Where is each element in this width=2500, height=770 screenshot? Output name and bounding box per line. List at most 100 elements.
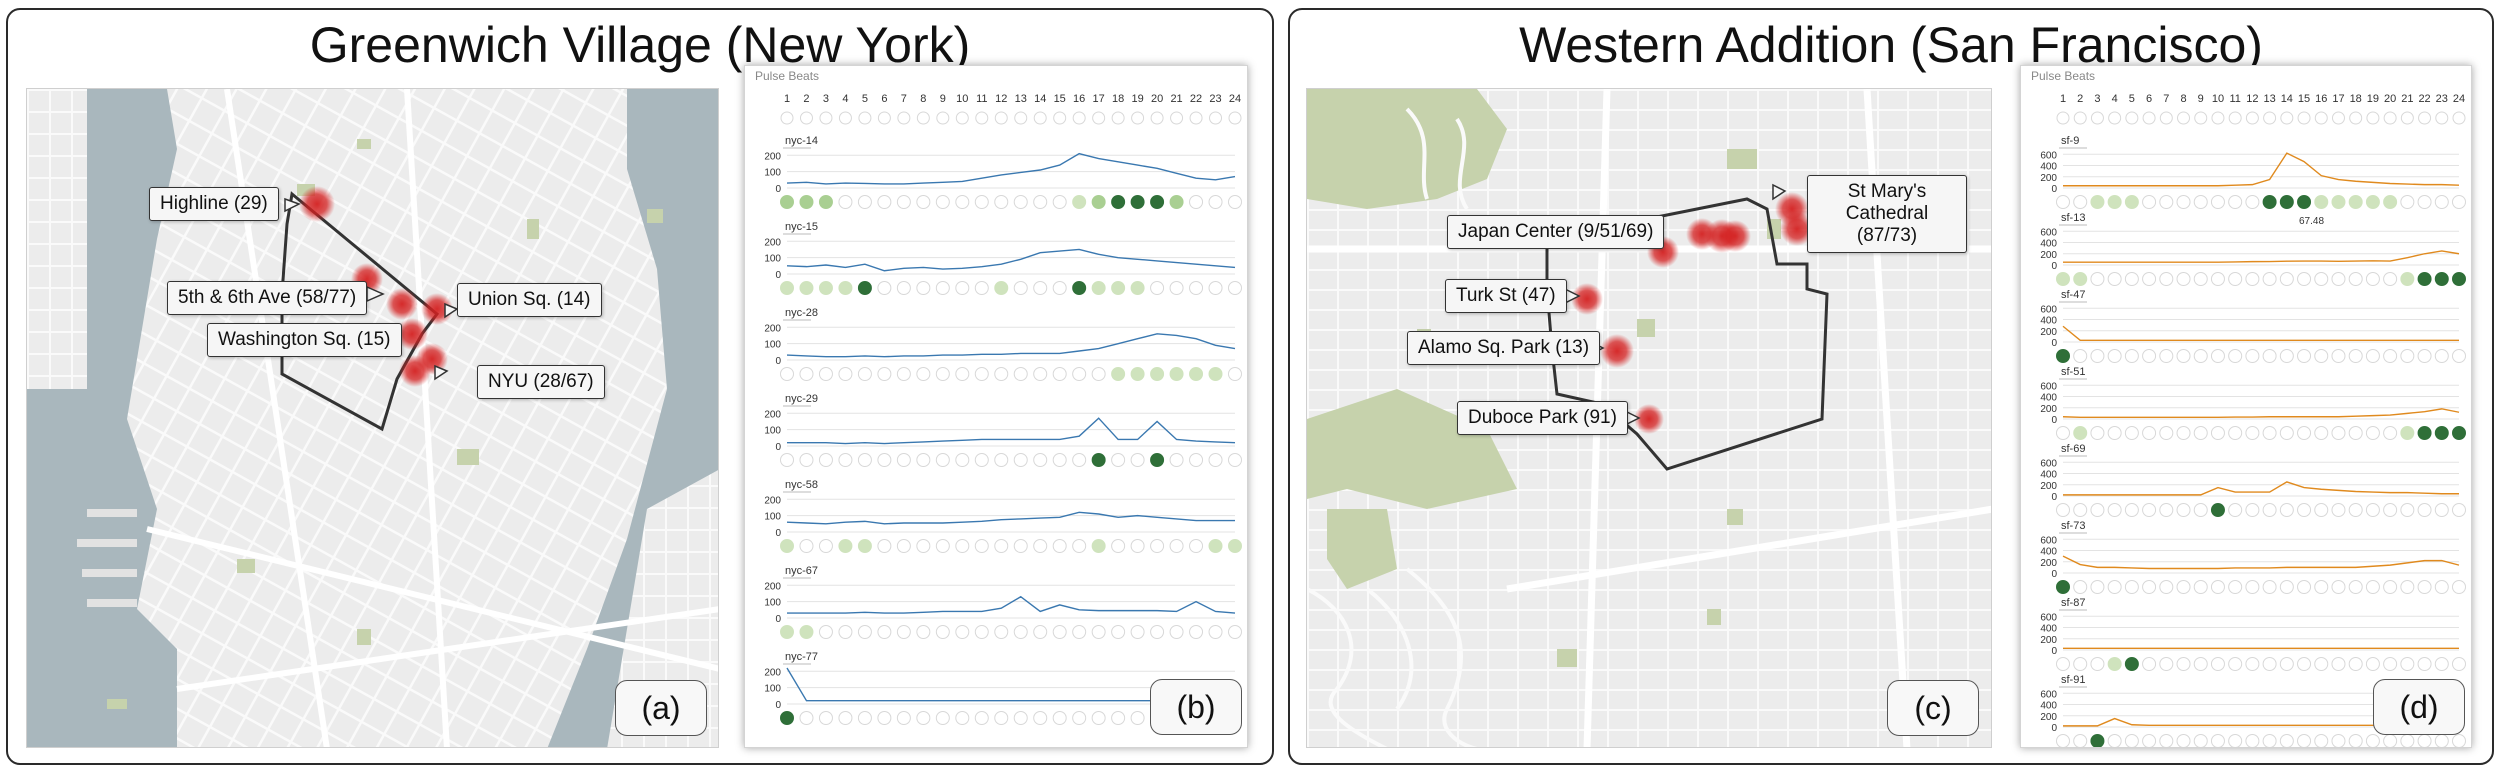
hour-activity-circle bbox=[2348, 195, 2363, 209]
hour-activity-circle bbox=[1091, 711, 1106, 725]
hour-activity-circle bbox=[2056, 734, 2070, 747]
hour-activity-circle bbox=[2210, 426, 2225, 440]
hour-activity-circle bbox=[994, 625, 1009, 639]
hour-activity-circle bbox=[2400, 195, 2415, 209]
hour-activity-circle bbox=[780, 281, 794, 295]
hour-tick-label: 3 bbox=[2094, 93, 2100, 105]
hour-tick-label: 21 bbox=[1170, 93, 1182, 105]
hour-activity-circle bbox=[974, 453, 989, 467]
y-tick-label: 0 bbox=[775, 356, 781, 367]
hour-tick-label: 9 bbox=[2198, 93, 2204, 105]
series-name: nyc-14 bbox=[785, 135, 818, 147]
hour-activity-circle bbox=[2193, 426, 2208, 440]
hour-activity-circle bbox=[2193, 734, 2208, 747]
hour-activity-circle bbox=[877, 367, 892, 381]
hour-activity-circle bbox=[2383, 580, 2398, 594]
hour-activity-circle bbox=[2056, 657, 2070, 671]
hour-activity-circle bbox=[2297, 657, 2312, 671]
hour-activity-circle bbox=[1111, 195, 1126, 209]
hour-activity-circle bbox=[2210, 349, 2225, 363]
hour-activity-circle bbox=[2124, 657, 2139, 671]
callout-duboce-park[interactable]: Duboce Park (91) bbox=[1457, 401, 1628, 435]
hour-activity-circle bbox=[818, 539, 833, 553]
y-tick-label: 0 bbox=[775, 442, 781, 453]
hour-activity-circle bbox=[780, 539, 794, 553]
callout-alamo-sq-park[interactable]: Alamo Sq. Park (13) bbox=[1407, 331, 1601, 365]
hour-activity-circle bbox=[877, 453, 892, 467]
hour-activity-circle bbox=[974, 539, 989, 553]
callout-turk-st[interactable]: Turk St (47) bbox=[1445, 279, 1567, 313]
callout-5th-6th-ave[interactable]: 5th & 6th Ave (58/77) bbox=[167, 281, 368, 315]
hour-activity-circle bbox=[818, 625, 833, 639]
hour-activity-circle bbox=[1208, 281, 1223, 295]
hour-activity-circle bbox=[2417, 580, 2432, 594]
hour-activity-circle bbox=[838, 625, 853, 639]
hour-tick-label: 6 bbox=[881, 93, 887, 105]
hour-activity-circle bbox=[780, 711, 794, 725]
hour-circle bbox=[955, 111, 969, 125]
hour-tick-label: 13 bbox=[2263, 93, 2275, 105]
map-nyc[interactable]: Highline (29) 5th & 6th Ave (58/77) Unio… bbox=[26, 88, 719, 748]
hour-activity-circle bbox=[2090, 349, 2105, 363]
callout-nyu[interactable]: NYU (28/67) bbox=[477, 365, 605, 399]
callout-washington-sq[interactable]: Washington Sq. (15) bbox=[207, 323, 402, 357]
hour-activity-circle bbox=[2056, 503, 2070, 517]
hour-activity-circle bbox=[1150, 195, 1165, 209]
hour-activity-circle bbox=[2279, 426, 2294, 440]
hour-tick-label: 19 bbox=[2367, 93, 2379, 105]
y-tick-label: 400 bbox=[2040, 547, 2057, 558]
hour-activity-circle bbox=[935, 195, 950, 209]
hour-activity-circle bbox=[2348, 657, 2363, 671]
hour-activity-circle bbox=[1091, 625, 1106, 639]
hour-activity-circle bbox=[916, 281, 931, 295]
hour-activity-circle bbox=[2262, 657, 2277, 671]
hour-circle bbox=[2245, 111, 2259, 125]
hour-activity-circle bbox=[1052, 367, 1067, 381]
hour-tick-label: 17 bbox=[2332, 93, 2344, 105]
callout-union-sq[interactable]: Union Sq. (14) bbox=[457, 283, 602, 317]
hour-activity-circle bbox=[2142, 503, 2157, 517]
hour-activity-circle bbox=[2297, 195, 2312, 209]
hour-tick-label: 7 bbox=[2163, 93, 2169, 105]
hour-activity-circle bbox=[2297, 503, 2312, 517]
hour-activity-circle bbox=[818, 453, 833, 467]
hour-activity-circle bbox=[838, 539, 853, 553]
hour-activity-circle bbox=[2159, 272, 2174, 286]
series-line bbox=[2063, 250, 2460, 263]
hour-activity-circle bbox=[1111, 539, 1126, 553]
hour-activity-circle bbox=[2417, 195, 2432, 209]
hour-activity-circle bbox=[2176, 272, 2191, 286]
hour-tick-label: 8 bbox=[920, 93, 926, 105]
hour-tick-label: 1 bbox=[2060, 93, 2066, 105]
series-line bbox=[786, 152, 1236, 185]
hour-activity-circle bbox=[2245, 734, 2260, 747]
tag-d: (d) bbox=[2373, 679, 2465, 735]
callout-highline[interactable]: Highline (29) bbox=[149, 187, 279, 221]
callout-japan-center[interactable]: Japan Center (9/51/69) bbox=[1447, 215, 1665, 249]
hour-activity-circle bbox=[2417, 349, 2432, 363]
hour-activity-circle bbox=[2176, 195, 2191, 209]
hour-activity-circle bbox=[994, 195, 1009, 209]
hour-activity-circle bbox=[2107, 503, 2122, 517]
y-tick-label: 100 bbox=[764, 684, 781, 695]
hour-activity-circle bbox=[857, 539, 872, 553]
hour-activity-circle bbox=[2348, 503, 2363, 517]
hour-activity-circle bbox=[2176, 657, 2191, 671]
hour-tick-label: 12 bbox=[2246, 93, 2258, 105]
hour-activity-circle bbox=[1169, 453, 1184, 467]
callout-st-marys-cathedral[interactable]: St Mary's Cathedral (87/73) bbox=[1807, 175, 1967, 253]
hour-activity-circle bbox=[1130, 539, 1145, 553]
hour-tick-label: 20 bbox=[1151, 93, 1163, 105]
y-tick-label: 400 bbox=[2040, 162, 2057, 173]
hour-activity-circle bbox=[2400, 503, 2415, 517]
y-tick-label: 200 bbox=[2040, 173, 2057, 184]
map-sf[interactable]: Japan Center (9/51/69) St Mary's Cathedr… bbox=[1306, 88, 1992, 748]
hour-tick-label: 24 bbox=[2453, 93, 2465, 105]
hour-tick-label: 24 bbox=[1229, 93, 1241, 105]
hour-activity-circle bbox=[2383, 734, 2398, 747]
series-line bbox=[787, 417, 1236, 445]
hour-activity-circle bbox=[1189, 195, 1204, 209]
hour-activity-circle bbox=[2142, 272, 2157, 286]
y-tick-label: 100 bbox=[764, 512, 781, 523]
y-tick-label: 100 bbox=[764, 426, 781, 437]
